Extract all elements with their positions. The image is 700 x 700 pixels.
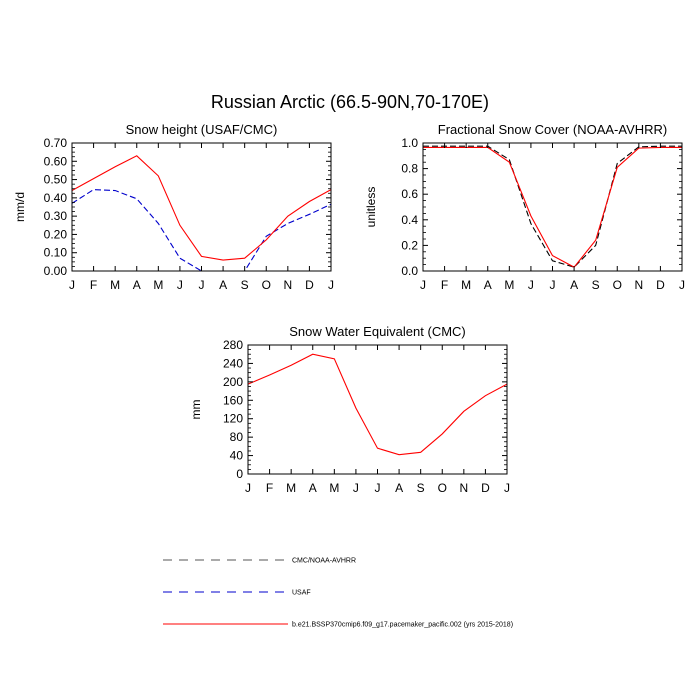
x-tick-label: F: [441, 278, 448, 292]
y-tick-label: 240: [223, 356, 243, 370]
series-line-2: [248, 353, 507, 456]
plot-frame: [247, 344, 508, 475]
chart-title: Snow height (USAF/CMC): [126, 122, 278, 137]
x-tick-label: J: [245, 481, 251, 495]
y-tick-label: 0.10: [44, 246, 68, 260]
x-tick-label: A: [219, 278, 227, 292]
x-tick-label: A: [570, 278, 578, 292]
x-tick-label: D: [656, 278, 665, 292]
series-line-2: [423, 146, 682, 268]
series-line-3: [72, 155, 331, 261]
y-axis-label: mm: [189, 400, 203, 420]
x-tick-label: M: [153, 278, 163, 292]
y-tick-label: 0.2: [401, 238, 418, 252]
x-tick-label: J: [528, 278, 534, 292]
chart-panel-1: J F M A M J J A S O N D J0.000.100.200.300.400.500.6…: [13, 122, 334, 292]
y-tick-label: 0.30: [44, 209, 68, 223]
x-tick-label: O: [262, 278, 271, 292]
y-tick-label: 0.50: [44, 173, 68, 187]
y-tick-label: 0.8: [401, 162, 418, 176]
x-tick-label: O: [613, 278, 622, 292]
plot-frame: [422, 142, 683, 272]
y-tick-label: 0.20: [44, 227, 68, 241]
x-tick-label: F: [266, 481, 273, 495]
x-tick-label: J: [375, 481, 381, 495]
x-tick-label: J: [199, 278, 205, 292]
x-tick-label: D: [481, 481, 490, 495]
legend-label-3: b.e21.BSSP370cmip6.f09_g17.pacemaker_pac…: [292, 622, 513, 629]
x-tick-label: M: [504, 278, 514, 292]
x-tick-label: D: [305, 278, 314, 292]
y-tick-label: 0.4: [401, 213, 418, 227]
x-tick-label: M: [329, 481, 339, 495]
x-tick-label: S: [592, 278, 600, 292]
y-tick-label: 120: [223, 412, 243, 426]
x-tick-label: A: [484, 278, 492, 292]
legend-label-1: CMC/NOAA-AVHRR: [292, 558, 356, 565]
y-tick-label: 0.60: [44, 154, 68, 168]
chart-title: Fractional Snow Cover (NOAA-AVHRR): [438, 122, 667, 137]
x-tick-label: S: [417, 481, 425, 495]
y-tick-label: 0: [236, 467, 243, 481]
x-tick-label: A: [395, 481, 403, 495]
x-tick-label: M: [286, 481, 296, 495]
x-tick-label: M: [110, 278, 120, 292]
series-line-1: [423, 145, 682, 268]
figure-title: Russian Arctic (66.5-90N,70-170E): [211, 92, 489, 112]
y-tick-label: 200: [223, 375, 243, 389]
x-tick-label: J: [177, 278, 183, 292]
x-tick-label: F: [90, 278, 97, 292]
x-tick-label: O: [438, 481, 447, 495]
chart-title: Snow Water Equivalent (CMC): [289, 324, 466, 339]
series-line-2: [72, 189, 331, 271]
plot-frame: [71, 142, 332, 272]
y-tick-label: 40: [230, 449, 244, 463]
x-tick-label: J: [353, 481, 359, 495]
legend: CMC/NOAA-AVHRR USAF b.e21.BSSP370cmip6.f09…: [163, 558, 513, 629]
x-tick-label: J: [504, 481, 510, 495]
y-tick-label: 0.70: [44, 136, 68, 150]
x-tick-label: J: [69, 278, 75, 292]
y-tick-label: 80: [230, 430, 244, 444]
x-tick-label: N: [459, 481, 468, 495]
x-tick-label: N: [283, 278, 292, 292]
x-tick-label: J: [550, 278, 556, 292]
y-tick-label: 1.0: [401, 136, 418, 150]
y-axis-label: mm/d: [13, 192, 27, 222]
legend-label-2: USAF: [292, 590, 311, 597]
y-tick-label: 0.00: [44, 264, 68, 278]
y-tick-label: 280: [223, 338, 243, 352]
y-tick-label: 0.0: [401, 264, 418, 278]
x-tick-label: A: [133, 278, 141, 292]
x-tick-label: J: [328, 278, 334, 292]
chart-panel-2: J F M A M J J A S O N D J0.00.20.40.60.81.0Fractiona…: [364, 122, 685, 292]
x-tick-label: M: [461, 278, 471, 292]
y-tick-label: 0.40: [44, 191, 68, 205]
y-tick-label: 0.6: [401, 187, 418, 201]
y-tick-label: 160: [223, 393, 243, 407]
chart-panels: J F M A M J J A S O N D J0.000.100.200.300.400.500.6…: [13, 122, 685, 495]
x-tick-label: S: [241, 278, 249, 292]
x-tick-label: N: [634, 278, 643, 292]
y-axis-label: unitless: [364, 187, 378, 228]
x-tick-label: A: [309, 481, 317, 495]
x-tick-label: J: [679, 278, 685, 292]
x-tick-label: J: [420, 278, 426, 292]
